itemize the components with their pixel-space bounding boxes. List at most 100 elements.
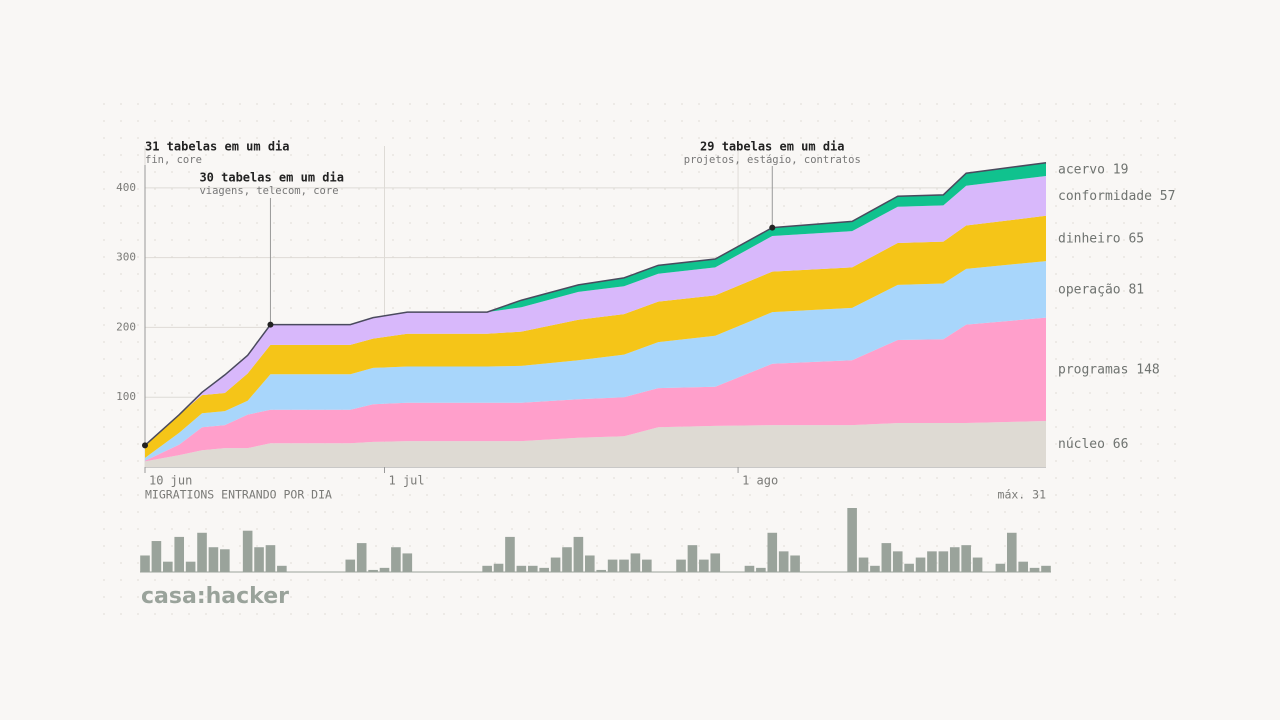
bar xyxy=(630,553,641,572)
bar xyxy=(379,567,390,572)
y-tick-label: 200 xyxy=(116,320,136,333)
annotation-title: 29 tabelas em um dia xyxy=(700,140,845,154)
bar xyxy=(208,547,219,572)
series-name: operação xyxy=(1058,282,1121,297)
series-total: 66 xyxy=(1113,436,1129,451)
bar xyxy=(562,547,572,572)
bar xyxy=(778,551,789,572)
series-name: dinheiro xyxy=(1058,231,1121,246)
bar xyxy=(927,551,937,572)
bar xyxy=(151,541,162,572)
bar xyxy=(858,557,869,572)
bar xyxy=(550,557,561,572)
series-total: 65 xyxy=(1128,231,1144,246)
series-name: programas xyxy=(1058,362,1128,377)
area xyxy=(145,215,1046,458)
annotation-title: 31 tabelas em um dia xyxy=(145,140,290,154)
bar xyxy=(140,555,150,572)
y-tick-label: 100 xyxy=(116,390,136,403)
bar xyxy=(870,565,880,572)
bar xyxy=(482,565,492,572)
bar xyxy=(756,567,766,572)
annotation-dot xyxy=(267,321,274,328)
y-tick-label: 400 xyxy=(116,181,136,194)
bar xyxy=(1029,567,1040,572)
series-name: acervo xyxy=(1058,162,1105,177)
bar xyxy=(516,565,527,572)
area xyxy=(145,176,1046,446)
series-label: núcleo 66 xyxy=(1058,436,1128,451)
bar xyxy=(402,553,413,572)
bar xyxy=(527,565,538,572)
bar xyxy=(254,547,264,572)
bar xyxy=(949,547,960,572)
x-tick-label: 1 jul xyxy=(389,474,425,488)
overlay: núcleo 66 programas 148 operação 81 dinheir… xyxy=(140,140,1175,573)
area xyxy=(145,420,1046,467)
bar xyxy=(767,532,778,572)
bar xyxy=(847,508,857,572)
y-tick-label: 300 xyxy=(116,251,136,264)
series-total: 19 xyxy=(1113,162,1129,177)
bar xyxy=(915,557,926,572)
logo: casa:hacker xyxy=(141,584,289,609)
bar xyxy=(163,561,173,572)
bar xyxy=(744,565,755,572)
bar xyxy=(368,569,378,572)
bar xyxy=(277,565,287,572)
bar xyxy=(220,549,230,572)
series-label: programas 148 xyxy=(1058,362,1160,377)
bar xyxy=(596,569,607,572)
bar xyxy=(687,545,698,572)
bar xyxy=(356,543,367,572)
bar xyxy=(584,555,595,572)
x-tick-label: 1 ago xyxy=(742,474,778,488)
annotation-title: 30 tabelas em um dia xyxy=(199,171,343,185)
bar xyxy=(642,559,652,572)
bar xyxy=(242,530,253,572)
area xyxy=(145,317,1046,462)
bar xyxy=(904,563,914,572)
series-name: núcleo xyxy=(1058,436,1105,451)
bar xyxy=(345,559,356,572)
bar xyxy=(1018,561,1028,572)
bar xyxy=(391,547,401,572)
annotation-dot xyxy=(142,442,148,449)
bar xyxy=(961,545,971,572)
bar xyxy=(185,561,196,572)
annotation-detail: viagens, telecom, core xyxy=(199,185,338,197)
x-tick-label: 10 jun xyxy=(149,474,192,488)
bars-max: máx. 31 xyxy=(998,488,1047,502)
bar xyxy=(539,567,549,572)
series-label: acervo 19 xyxy=(1058,162,1128,177)
bar xyxy=(881,543,892,572)
bar xyxy=(892,551,903,572)
bar xyxy=(1006,532,1017,572)
bar xyxy=(197,532,207,572)
series-total: 81 xyxy=(1128,282,1144,297)
bar xyxy=(1041,565,1051,572)
area xyxy=(145,162,1046,446)
bar xyxy=(699,559,709,572)
bar xyxy=(493,563,504,572)
bar xyxy=(265,545,276,572)
series-label: dinheiro 65 xyxy=(1058,231,1144,246)
bar xyxy=(619,559,629,572)
bar xyxy=(573,536,584,572)
bar xyxy=(790,555,800,572)
bar xyxy=(995,563,1006,572)
bar xyxy=(505,536,515,572)
series-total: 57 xyxy=(1160,188,1176,203)
area xyxy=(145,261,1046,461)
bars-title: MIGRATIONS ENTRANDO POR DIA xyxy=(145,488,332,502)
series-label: conformidade 57 xyxy=(1058,188,1175,203)
series-total: 148 xyxy=(1136,362,1159,377)
bar xyxy=(938,551,949,572)
bar xyxy=(972,557,983,572)
bar xyxy=(710,553,721,572)
bar xyxy=(607,559,618,572)
annotation-dot xyxy=(769,224,776,231)
annotation-detail: projetos, estágio, contratos xyxy=(684,154,861,166)
series-name: conformidade xyxy=(1058,188,1152,203)
